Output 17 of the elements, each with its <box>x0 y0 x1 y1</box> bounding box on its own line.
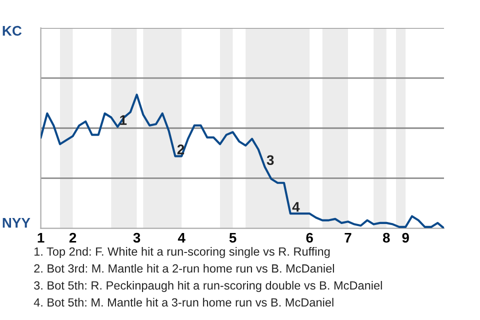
text: 1. Top 2nd: F. White hit a run-scoring single vs R. Ruffing <box>34 247 330 258</box>
x-tick-label: 5 <box>229 232 236 243</box>
x-tick-label: 2 <box>69 232 76 243</box>
x-tick-label: 3 <box>133 232 140 243</box>
x-tick-label: 7 <box>344 232 352 243</box>
text: 4. Bot 5th: M. Mantle hit a 3-run home run vs B. McDaniel <box>34 298 334 307</box>
x-tick-label: 6 <box>306 232 313 243</box>
text: 3. Bot 5th: R. Peckinpaugh hit a run-scoring double vs B. McDaniel <box>34 280 382 292</box>
annotation: 3 <box>266 155 274 166</box>
text: KC <box>2 26 22 36</box>
x-tick-label: 4 <box>178 232 186 243</box>
x-tick-label: 8 <box>382 232 390 243</box>
annotation: 4 <box>292 202 300 212</box>
x-tick-label: 9 <box>402 232 409 243</box>
text: NYY <box>2 218 30 228</box>
x-tick-label: 1 <box>38 232 44 243</box>
text: 2. Bot 3rd: M. Mantle hit a 2-run home run vs B. McDaniel <box>34 264 334 273</box>
